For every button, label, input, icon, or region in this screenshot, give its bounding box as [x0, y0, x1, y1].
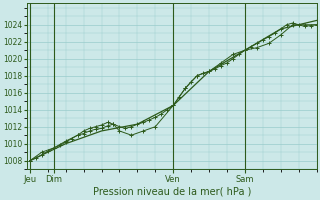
- X-axis label: Pression niveau de la mer( hPa ): Pression niveau de la mer( hPa ): [92, 187, 251, 197]
